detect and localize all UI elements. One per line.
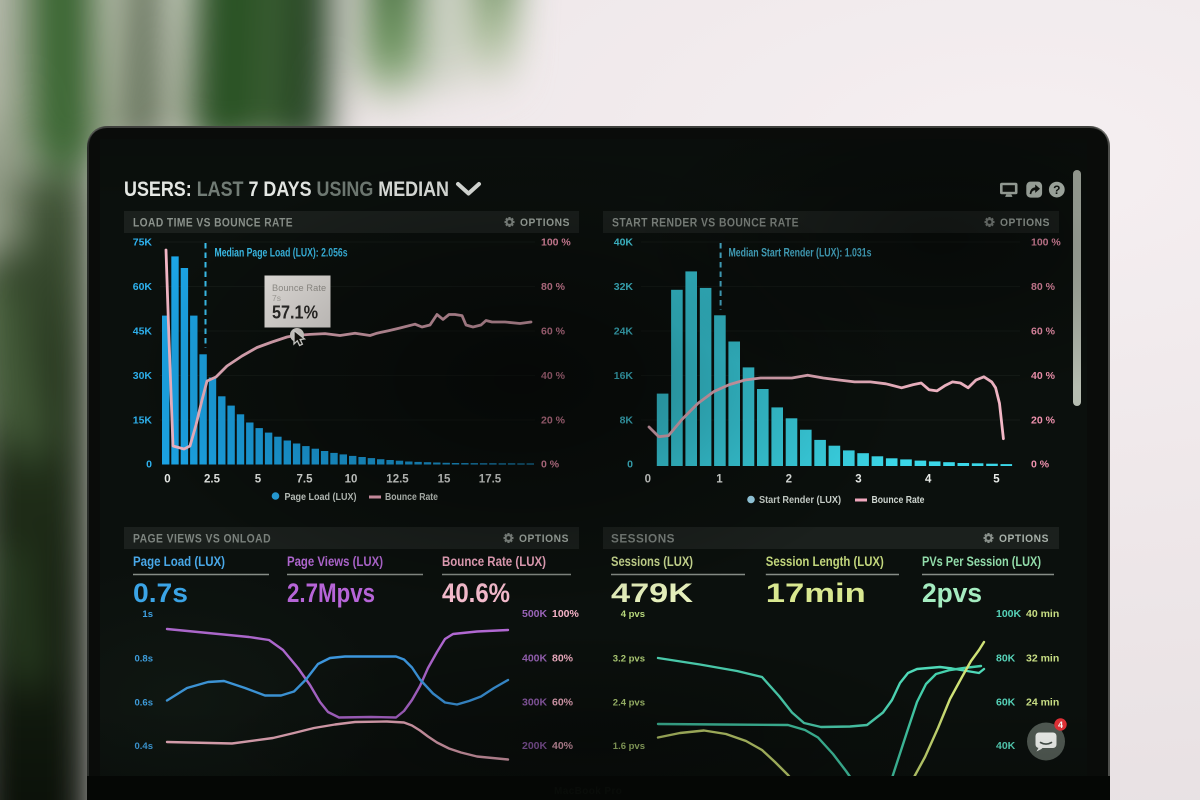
svg-text:Page Load (LUX): Page Load (LUX) bbox=[133, 554, 225, 569]
svg-text:200K: 200K bbox=[522, 740, 548, 752]
svg-text:START RENDER VS BOUNCE RATE: START RENDER VS BOUNCE RATE bbox=[612, 216, 799, 230]
svg-text:Start Render (LUX): Start Render (LUX) bbox=[759, 494, 841, 506]
svg-text:10: 10 bbox=[345, 474, 358, 486]
svg-text:0: 0 bbox=[645, 474, 651, 486]
svg-text:8K: 8K bbox=[620, 415, 634, 427]
svg-text:0.7s: 0.7s bbox=[133, 578, 188, 608]
svg-text:60K: 60K bbox=[133, 281, 153, 293]
svg-text:PAGE VIEWS VS ONLOAD: PAGE VIEWS VS ONLOAD bbox=[133, 532, 271, 546]
svg-text:Page Load (LUX): Page Load (LUX) bbox=[285, 491, 357, 503]
svg-text:4: 4 bbox=[1058, 720, 1063, 730]
svg-text:4 pvs: 4 pvs bbox=[621, 609, 645, 620]
svg-text:16K: 16K bbox=[614, 370, 634, 382]
svg-text:5: 5 bbox=[255, 474, 262, 486]
svg-text:7.5: 7.5 bbox=[297, 474, 314, 486]
svg-text:1.6 pvs: 1.6 pvs bbox=[613, 741, 645, 752]
svg-text:45K: 45K bbox=[133, 326, 153, 338]
svg-text:60 %: 60 % bbox=[541, 326, 566, 338]
svg-text:75K: 75K bbox=[133, 237, 153, 249]
svg-text:OPTIONS: OPTIONS bbox=[1000, 217, 1050, 229]
svg-text:OPTIONS: OPTIONS bbox=[519, 533, 569, 545]
svg-text:3.2 pvs: 3.2 pvs bbox=[613, 654, 645, 665]
svg-text:12.5: 12.5 bbox=[386, 474, 409, 486]
svg-text:20 %: 20 % bbox=[1031, 415, 1056, 427]
svg-text:1s: 1s bbox=[142, 609, 153, 620]
svg-text:Bounce Rate: Bounce Rate bbox=[272, 283, 326, 293]
svg-text:60 %: 60 % bbox=[1031, 326, 1056, 338]
svg-text:7s: 7s bbox=[272, 293, 281, 303]
svg-text:1: 1 bbox=[716, 474, 723, 486]
svg-text:0.6s: 0.6s bbox=[135, 698, 154, 709]
svg-text:17.5: 17.5 bbox=[479, 474, 502, 486]
svg-text:20 %: 20 % bbox=[541, 415, 566, 427]
svg-text:40K: 40K bbox=[996, 740, 1016, 752]
svg-text:40 %: 40 % bbox=[1031, 370, 1056, 382]
svg-text:0.8s: 0.8s bbox=[135, 654, 154, 665]
svg-text:?: ? bbox=[1053, 183, 1060, 197]
svg-text:Page Views (LUX): Page Views (LUX) bbox=[287, 554, 383, 569]
svg-text:0: 0 bbox=[627, 459, 633, 471]
svg-text:40.6%: 40.6% bbox=[442, 578, 510, 608]
svg-text:40 %: 40 % bbox=[541, 370, 566, 382]
svg-text:LOAD TIME VS BOUNCE RATE: LOAD TIME VS BOUNCE RATE bbox=[133, 216, 293, 230]
svg-text:100 %: 100 % bbox=[1031, 237, 1061, 249]
svg-text:80 %: 80 % bbox=[1031, 281, 1056, 293]
svg-text:Bounce Rate (LUX): Bounce Rate (LUX) bbox=[442, 554, 546, 569]
svg-text:60%: 60% bbox=[552, 697, 574, 709]
svg-text:5: 5 bbox=[993, 474, 1000, 486]
svg-text:2.4 pvs: 2.4 pvs bbox=[613, 698, 645, 709]
svg-text:80%: 80% bbox=[552, 653, 574, 665]
svg-text:0: 0 bbox=[164, 474, 170, 486]
svg-text:32K: 32K bbox=[614, 281, 634, 293]
svg-text:4: 4 bbox=[925, 474, 932, 486]
svg-text:15: 15 bbox=[438, 474, 451, 486]
svg-text:Session Length (LUX): Session Length (LUX) bbox=[766, 554, 884, 569]
svg-text:0: 0 bbox=[146, 459, 152, 471]
svg-text:479K: 479K bbox=[611, 578, 694, 608]
svg-text:2.5: 2.5 bbox=[204, 474, 221, 486]
svg-text:40 min: 40 min bbox=[1026, 608, 1059, 620]
svg-text:400K: 400K bbox=[522, 653, 548, 665]
svg-text:USERS: LAST 7 DAYS USING MEDIA: USERS: LAST 7 DAYS USING MEDIAN bbox=[124, 178, 449, 201]
svg-text:Bounce Rate: Bounce Rate bbox=[385, 491, 438, 503]
svg-text:Median Start Render (LUX): 1.0: Median Start Render (LUX): 1.031s bbox=[729, 248, 872, 260]
svg-text:60K: 60K bbox=[996, 697, 1016, 709]
svg-text:100K: 100K bbox=[996, 608, 1022, 620]
svg-text:80K: 80K bbox=[996, 653, 1016, 665]
svg-text:OPTIONS: OPTIONS bbox=[520, 217, 570, 229]
svg-text:32 min: 32 min bbox=[1026, 653, 1059, 665]
svg-text:2: 2 bbox=[786, 474, 792, 486]
svg-text:500K: 500K bbox=[522, 608, 548, 620]
svg-text:0.4s: 0.4s bbox=[135, 741, 154, 752]
svg-text:15K: 15K bbox=[133, 415, 153, 427]
svg-text:Sessions (LUX): Sessions (LUX) bbox=[611, 554, 693, 569]
svg-text:Bounce Rate: Bounce Rate bbox=[872, 494, 925, 506]
svg-text:2pvs: 2pvs bbox=[922, 578, 982, 608]
svg-text:Median Page Load (LUX): 2.056s: Median Page Load (LUX): 2.056s bbox=[215, 248, 348, 260]
svg-text:24 min: 24 min bbox=[1026, 697, 1059, 709]
svg-text:0 %: 0 % bbox=[541, 459, 560, 471]
svg-text:OPTIONS: OPTIONS bbox=[999, 533, 1049, 545]
svg-text:PVs Per Session (LUX): PVs Per Session (LUX) bbox=[922, 554, 1041, 569]
svg-text:2.7Mpvs: 2.7Mpvs bbox=[287, 578, 375, 608]
svg-text:57.1%: 57.1% bbox=[272, 303, 318, 323]
svg-text:3: 3 bbox=[855, 474, 861, 486]
svg-text:24K: 24K bbox=[614, 326, 634, 338]
svg-text:100 %: 100 % bbox=[541, 237, 571, 249]
svg-text:80 %: 80 % bbox=[541, 281, 566, 293]
svg-text:SESSIONS: SESSIONS bbox=[611, 532, 675, 546]
svg-text:30K: 30K bbox=[133, 370, 153, 382]
svg-text:300K: 300K bbox=[522, 697, 548, 709]
svg-text:17min: 17min bbox=[766, 578, 866, 608]
svg-text:40K: 40K bbox=[614, 237, 634, 249]
svg-text:0 %: 0 % bbox=[1031, 459, 1050, 471]
svg-text:100%: 100% bbox=[552, 608, 580, 620]
svg-text:40%: 40% bbox=[552, 740, 574, 752]
